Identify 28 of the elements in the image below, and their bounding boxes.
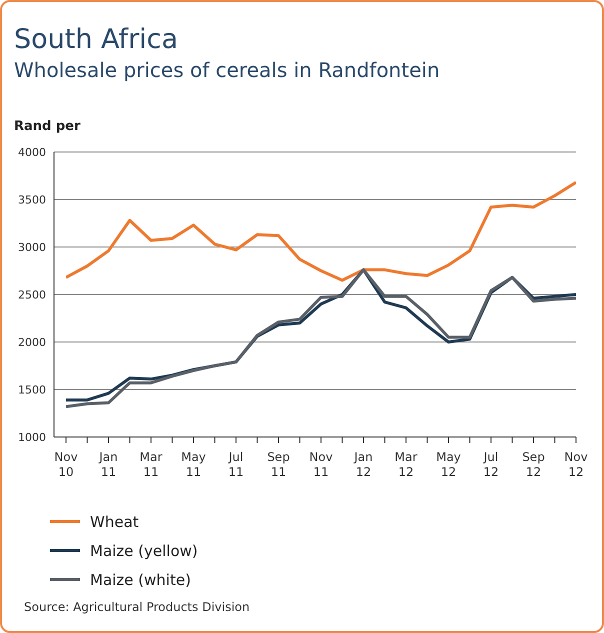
- x-tick-label: Sep 11: [267, 450, 290, 479]
- line-series: [66, 180, 576, 282]
- x-tick-label: Jan 12: [353, 450, 373, 479]
- x-tick-label: Jul 12: [482, 450, 499, 479]
- x-tick-label: Nov 10: [54, 450, 78, 479]
- legend-label: Maize (yellow): [90, 542, 198, 560]
- y-tick-label: 1500: [18, 383, 46, 396]
- x-tick-label: Sep 12: [522, 450, 545, 479]
- x-tick-label: Nov 12: [564, 450, 588, 479]
- legend-label: Wheat: [90, 512, 139, 530]
- x-tick-label: Jul 11: [228, 450, 244, 479]
- legend-label: Maize (white): [90, 570, 191, 588]
- y-tick-label: 1000: [18, 430, 46, 444]
- y-tick-label: 4000: [18, 146, 46, 159]
- chart-title: South Africa: [14, 24, 178, 55]
- source-note: Source: Agricultural Products Division: [24, 600, 250, 614]
- y-tick-label: 3000: [18, 240, 46, 254]
- chart-subtitle: Wholesale prices of cereals in Randfontein: [14, 58, 440, 82]
- x-tick-label: May 12: [436, 450, 461, 479]
- y-tick-label: 2500: [18, 288, 46, 302]
- y-tick-label: 2000: [18, 336, 46, 349]
- x-tick-label: Mar 12: [394, 450, 418, 479]
- x-tick-label: Mar 11: [140, 450, 162, 479]
- x-tick-label: May 11: [181, 450, 206, 479]
- y-axis-title: Rand per: [14, 119, 81, 134]
- x-tick-label: Jan 11: [98, 450, 118, 479]
- y-tick-label: 3500: [18, 193, 46, 206]
- x-tick-label: Nov 11: [309, 450, 333, 479]
